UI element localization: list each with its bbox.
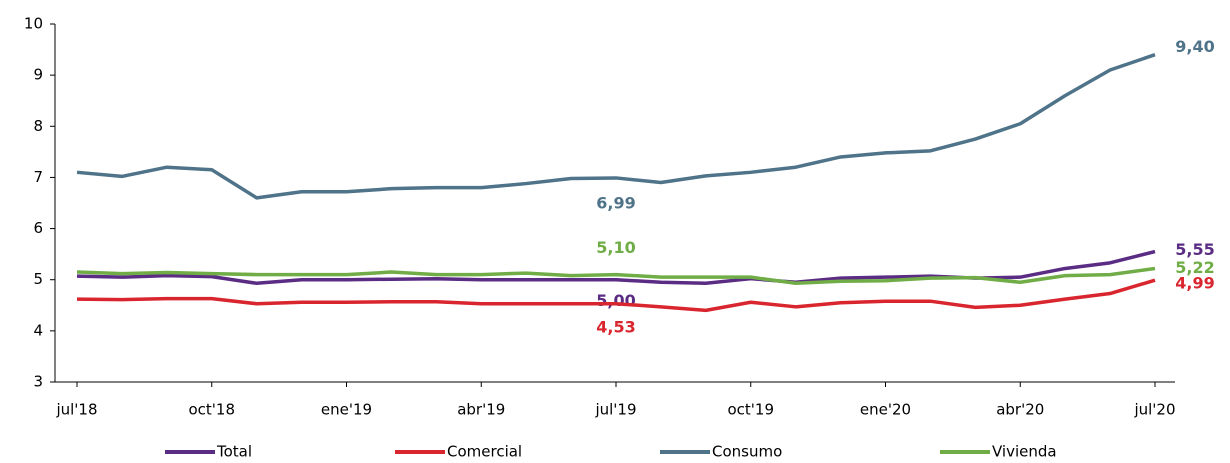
data-label: 9,40 — [1175, 37, 1214, 56]
y-tick-label: 8 — [33, 117, 43, 135]
y-tick-label: 7 — [33, 168, 43, 186]
x-tick-label: abr'19 — [457, 401, 505, 419]
x-tick-label: ene'20 — [860, 401, 911, 419]
data-label: 4,53 — [596, 317, 635, 336]
data-label: 5,10 — [596, 238, 635, 257]
line — [76, 266, 1156, 286]
y-tick-label: 10 — [24, 15, 43, 33]
line — [76, 53, 1156, 200]
legend-label: Consumo — [712, 443, 782, 461]
data-label: 6,99 — [596, 193, 635, 212]
data-label: 5,00 — [596, 291, 635, 310]
data-label: 5,55 — [1175, 240, 1214, 259]
y-tick-label: 3 — [33, 373, 43, 391]
y-tick-label: 4 — [33, 321, 43, 339]
x-tick-label: jul'20 — [1133, 401, 1175, 419]
legend-label: Comercial — [447, 443, 522, 461]
x-tick-label: oct'19 — [727, 401, 774, 419]
legend-label: Vivienda — [992, 443, 1057, 461]
x-tick-label: abr'20 — [996, 401, 1044, 419]
data-label: 5,22 — [1175, 258, 1214, 277]
legend-label: Total — [216, 443, 252, 461]
x-tick-label: jul'18 — [55, 401, 97, 419]
y-tick-label: 6 — [33, 219, 43, 237]
data-label: 4,99 — [1175, 274, 1214, 293]
y-tick-label: 5 — [33, 270, 43, 288]
x-tick-label: ene'19 — [321, 401, 372, 419]
x-tick-label: oct'18 — [188, 401, 235, 419]
line — [76, 278, 1156, 313]
x-tick-label: jul'19 — [594, 401, 636, 419]
y-tick-label: 9 — [33, 66, 43, 84]
